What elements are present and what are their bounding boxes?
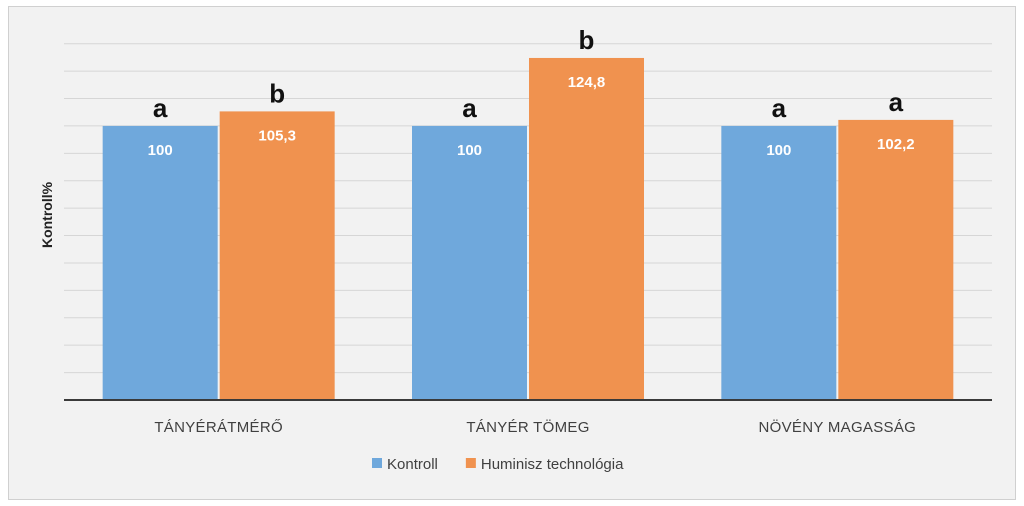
legend-entry: Kontroll	[387, 456, 438, 473]
significance-letter: a	[889, 87, 904, 117]
y-axis-title: Kontroll%	[39, 181, 55, 248]
legend-swatch	[372, 458, 382, 468]
bar	[102, 125, 218, 400]
bar	[412, 125, 527, 400]
legend: Kontroll Huminisz technológia	[372, 456, 624, 473]
legend-swatch	[465, 458, 476, 468]
data-label: 100	[148, 142, 173, 159]
bar	[721, 125, 837, 400]
bar	[838, 119, 954, 400]
x-tick-label: TÁNYÉR TÖMEG	[466, 418, 589, 436]
data-label: 124,8	[568, 74, 606, 91]
gridlines	[64, 43, 992, 374]
significance-letter: b	[579, 25, 595, 55]
data-label: 100	[457, 142, 482, 159]
data-label: 100	[766, 142, 791, 159]
significance-letter: a	[772, 93, 787, 123]
legend-entry: Huminisz technológia	[481, 456, 624, 473]
bar	[529, 57, 644, 400]
labels: 100 a 105,3 b TÁNYÉRÁTMÉRŐ 100 a 124,8 b TÁNYÉR T…	[148, 25, 916, 436]
significance-letter: b	[269, 78, 285, 108]
x-tick-label: TÁNYÉRÁTMÉRŐ	[154, 419, 283, 436]
data-label: 102,2	[877, 136, 915, 153]
significance-letter: a	[153, 93, 168, 123]
bars	[102, 57, 954, 401]
x-tick-label: NÖVÉNY MAGASSÁG	[759, 418, 917, 436]
significance-letter: a	[462, 93, 477, 123]
data-label: 105,3	[258, 127, 296, 144]
bar	[219, 111, 335, 401]
